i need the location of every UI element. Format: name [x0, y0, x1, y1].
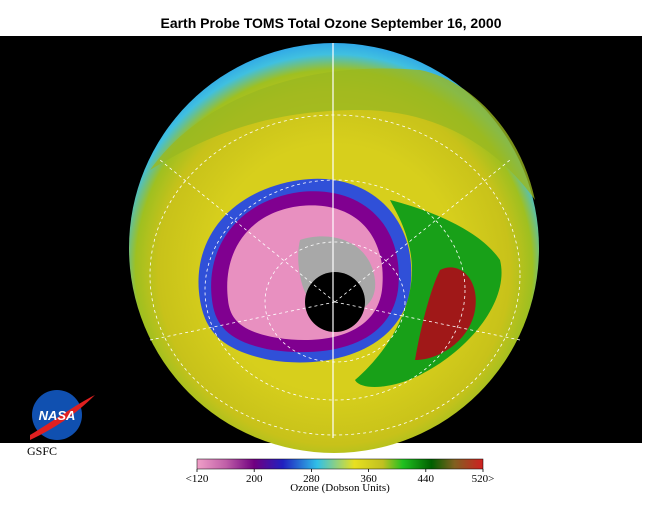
colorbar-tick-label: <120 — [186, 473, 209, 485]
colorbar-tick-label: 360 — [360, 473, 377, 485]
graticule — [149, 114, 521, 436]
ozone-high-green — [355, 200, 502, 387]
colorbar: <120 200 280 360 440 520> Ozone (Dobson Units) — [186, 458, 495, 494]
colorbar-tick-label: 200 — [246, 473, 263, 485]
colorbar-tick-label: 280 — [303, 473, 320, 485]
colorbar-tick-label: 520> — [472, 473, 495, 485]
colorbar-label: Ozone (Dobson Units) — [290, 482, 390, 494]
logo-swoosh — [30, 395, 95, 440]
logo-text: NASA — [39, 408, 76, 423]
colorbar-tick-label: 440 — [418, 473, 435, 485]
ozone-ring — [150, 68, 535, 200]
title: Earth Probe TOMS Total Ozone September 1… — [160, 15, 501, 31]
colorbar-scale — [196, 458, 484, 470]
credit: GSFC — [27, 444, 57, 458]
ozone-high-red — [415, 267, 476, 360]
globe — [129, 43, 539, 453]
nasa-logo: NASA — [30, 390, 95, 440]
